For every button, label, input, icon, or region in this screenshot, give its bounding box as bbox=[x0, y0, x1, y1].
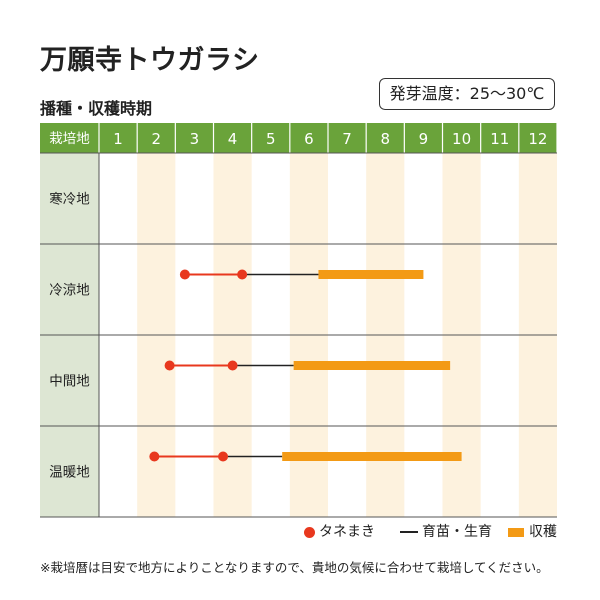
legend-harvest-label: 収穫 bbox=[529, 524, 557, 540]
legend-sowing-label: タネまき bbox=[319, 524, 375, 540]
sowing-end-dot bbox=[237, 269, 248, 280]
month-header-7: 7 bbox=[342, 130, 352, 148]
month-header-9: 9 bbox=[419, 130, 429, 148]
sowing-start-dot bbox=[149, 451, 160, 462]
region-label: 寒冷地 bbox=[49, 191, 90, 208]
sowing-start-dot bbox=[164, 360, 175, 371]
legend: タネまき 育苗・生育 収穫 bbox=[304, 521, 557, 543]
section-title: 播種・収穫時期 bbox=[40, 99, 153, 118]
region-cell bbox=[40, 426, 99, 517]
header-band bbox=[40, 123, 557, 153]
header-region-label: 栽培地 bbox=[49, 131, 90, 147]
legend-growing-label: 育苗・生育 bbox=[422, 524, 492, 540]
page-title: 万願寺トウガラシ bbox=[40, 45, 260, 76]
month-header-12: 12 bbox=[528, 130, 547, 148]
region-cell bbox=[40, 244, 99, 335]
harvest-period-bar bbox=[282, 452, 462, 461]
region-cell bbox=[40, 153, 99, 244]
sowing-dot-icon bbox=[304, 526, 315, 538]
harvest-bar-icon bbox=[508, 527, 524, 537]
sowing-start-dot bbox=[179, 269, 190, 280]
month-header-11: 11 bbox=[490, 130, 509, 148]
month-header-5: 5 bbox=[266, 130, 276, 148]
legend-item-harvest: 収穫 bbox=[508, 521, 557, 543]
germination-temperature-badge: 発芽温度：25～30℃ bbox=[379, 78, 555, 110]
harvest-period-bar bbox=[318, 270, 424, 279]
region-label: 中間地 bbox=[49, 374, 90, 390]
month-header-10: 10 bbox=[452, 130, 471, 148]
month-header-6: 6 bbox=[304, 130, 314, 148]
growing-line-icon bbox=[400, 531, 418, 533]
legend-item-growing: 育苗・生育 bbox=[400, 521, 492, 543]
month-header-1: 1 bbox=[113, 130, 123, 148]
region-label: 温暖地 bbox=[49, 465, 90, 481]
region-cell bbox=[40, 335, 99, 426]
harvest-period-bar bbox=[293, 361, 451, 370]
footnote: ※栽培暦は目安で地方によりことなりますので、貴地の気候に合わせて栽培してください… bbox=[40, 560, 549, 575]
month-header-2: 2 bbox=[151, 130, 161, 148]
sowing-end-dot bbox=[227, 360, 238, 371]
region-label: 冷涼地 bbox=[49, 283, 90, 299]
sowing-end-dot bbox=[218, 451, 229, 462]
month-header-8: 8 bbox=[380, 130, 390, 148]
legend-item-sowing: タネまき bbox=[304, 521, 375, 543]
month-header-3: 3 bbox=[190, 130, 200, 148]
month-header-4: 4 bbox=[228, 130, 238, 148]
